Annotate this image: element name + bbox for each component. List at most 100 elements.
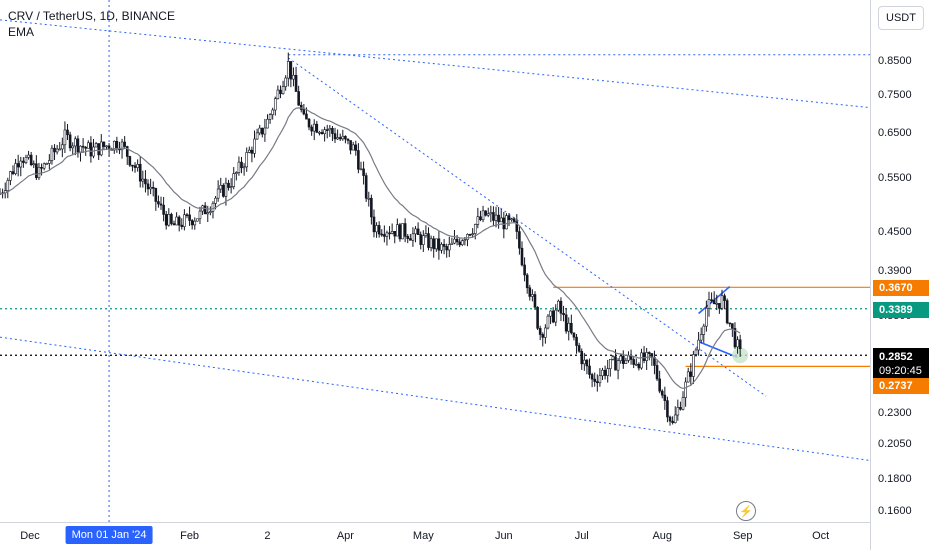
- candle-body: [146, 183, 150, 190]
- candle-body: [281, 86, 285, 95]
- candle-body: [37, 167, 41, 178]
- candle-body: [689, 371, 693, 377]
- candle-body: [136, 163, 139, 168]
- price-scale[interactable]: [870, 0, 932, 550]
- candle-body: [315, 123, 319, 133]
- candle-body: [393, 231, 397, 237]
- candle-body: [403, 223, 407, 237]
- candle-body: [377, 225, 381, 235]
- candle-body: [546, 315, 550, 329]
- chart-area[interactable]: [0, 0, 871, 522]
- candle-body: [707, 299, 711, 309]
- candle-body: [94, 143, 98, 148]
- price-label-middle-level: 0.3389: [873, 302, 929, 318]
- candle-body: [697, 339, 700, 351]
- candle-body: [624, 360, 628, 364]
- price-label-lower-level: 0.2737: [873, 378, 929, 394]
- candle-body: [55, 148, 59, 153]
- candle-body: [284, 77, 287, 87]
- candle-body: [663, 394, 667, 401]
- time-tick-label: May: [412, 530, 434, 542]
- candle-body: [336, 137, 339, 140]
- candle-body: [567, 322, 571, 332]
- candle-body: [502, 217, 506, 230]
- candle-body: [440, 244, 443, 251]
- candle-body: [302, 109, 306, 115]
- candle-body: [422, 235, 425, 245]
- candle-body: [731, 323, 734, 329]
- candle-body: [510, 218, 513, 221]
- candle-body: [492, 212, 495, 221]
- candle-body: [346, 138, 350, 141]
- time-tick-label: Dec: [20, 530, 40, 542]
- candle-body: [570, 322, 573, 334]
- candle-body: [297, 91, 300, 106]
- candle-body: [551, 310, 555, 323]
- candle-body: [359, 168, 363, 171]
- time-tick-label: Aug: [652, 530, 673, 542]
- price-tick-label: 0.1600: [878, 505, 912, 517]
- candle-body: [190, 220, 194, 226]
- candle-body: [74, 138, 77, 147]
- crosshair-date-label: Mon 01 Jan '24: [65, 526, 153, 544]
- candle-body: [307, 118, 311, 128]
- candle-body: [167, 214, 171, 226]
- candle-body: [476, 216, 480, 225]
- symbol-title[interactable]: CRV / TetherUS, 1D, BINANCE: [8, 9, 175, 23]
- candle-body: [105, 145, 108, 148]
- candle-body: [645, 352, 648, 361]
- candle-body: [679, 407, 682, 410]
- candle-body: [341, 135, 345, 140]
- candle-body: [705, 307, 708, 327]
- candle-body: [572, 332, 576, 338]
- candle-body: [27, 154, 30, 158]
- candle-body: [58, 148, 62, 151]
- price-tick-label: 0.5500: [878, 172, 912, 185]
- candle-body: [11, 171, 15, 174]
- candle-body: [151, 186, 155, 189]
- lightning-icon[interactable]: ⚡: [736, 501, 756, 521]
- candle-body: [86, 142, 90, 149]
- currency-button[interactable]: USDT: [878, 6, 924, 30]
- candle-body: [222, 184, 225, 197]
- candle-body: [518, 231, 521, 249]
- candle-body: [68, 134, 72, 149]
- candle-body: [603, 369, 607, 376]
- candle-body: [733, 328, 737, 348]
- candle-body: [66, 129, 69, 136]
- candle-body: [634, 363, 638, 366]
- candle-body: [611, 356, 615, 360]
- candle-body: [468, 234, 472, 236]
- indicator-ema[interactable]: EMA: [8, 25, 35, 39]
- candle-body: [380, 233, 384, 236]
- candle-body: [367, 197, 371, 200]
- candle-body: [723, 295, 726, 301]
- candle-body: [588, 365, 591, 375]
- candle-body: [253, 138, 256, 154]
- time-tick-label: Jul: [574, 530, 589, 542]
- candle-body: [411, 233, 415, 241]
- candle-body: [671, 420, 674, 423]
- chart-canvas[interactable]: [0, 0, 871, 522]
- candle-body: [266, 118, 269, 129]
- candle-body: [351, 144, 355, 151]
- candle-body: [320, 132, 324, 135]
- candle-body: [416, 228, 420, 235]
- candle-body: [621, 355, 625, 364]
- candle-body: [354, 144, 358, 151]
- candle-body: [245, 152, 249, 168]
- candle-body: [398, 224, 402, 240]
- candle-body: [481, 210, 485, 221]
- candle-body: [419, 234, 423, 245]
- bar-countdown: 09:20:45: [879, 365, 922, 377]
- candle-body: [528, 287, 532, 297]
- candle-body: [198, 210, 202, 220]
- candle-body: [370, 197, 373, 218]
- candle-body: [512, 218, 516, 222]
- candle-body: [357, 150, 360, 170]
- candle-body: [596, 381, 599, 384]
- candle-body: [177, 216, 181, 226]
- candle-body: [702, 325, 706, 335]
- price-label-upper-level: 0.3670: [873, 280, 929, 296]
- candle-body: [471, 233, 474, 235]
